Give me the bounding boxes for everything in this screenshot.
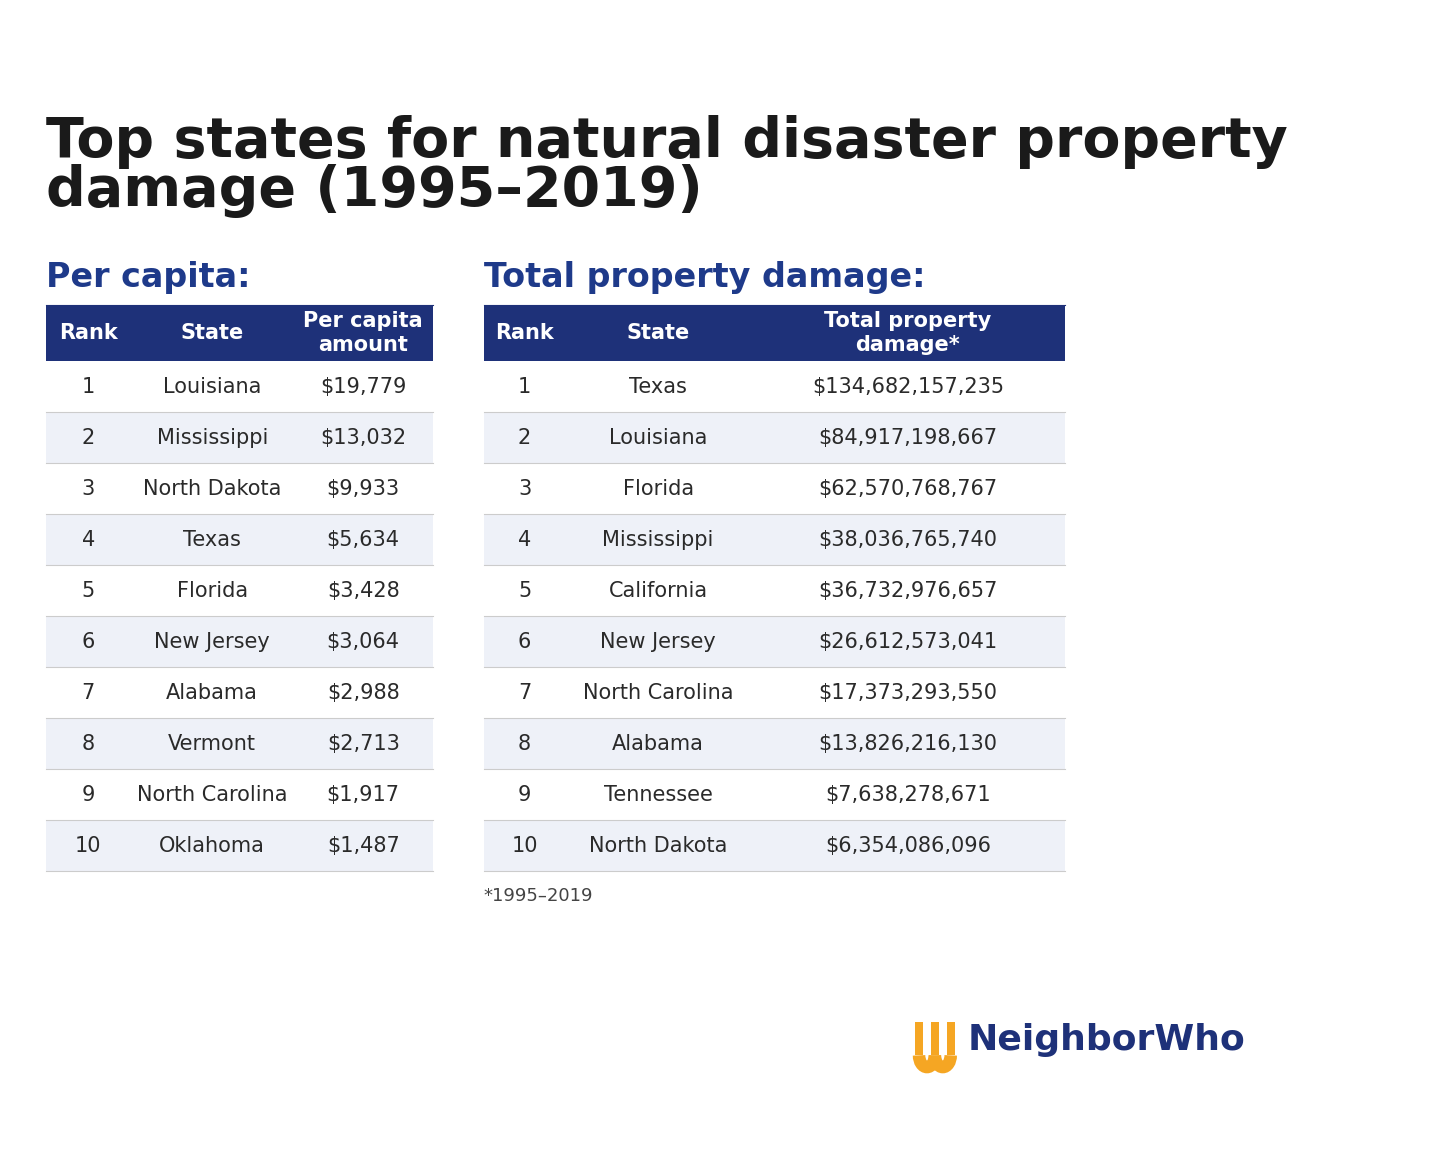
Bar	[46, 515, 432, 565]
Text: Texas: Texas	[629, 377, 686, 396]
Bar	[484, 616, 1064, 668]
Text: New Jersey: New Jersey	[600, 632, 717, 651]
Bar	[946, 1021, 955, 1056]
Text: California: California	[609, 580, 708, 601]
Bar	[484, 361, 1064, 412]
Text: 2: 2	[82, 427, 95, 448]
Text: Per capita
amount: Per capita amount	[303, 311, 424, 355]
Text: 6: 6	[82, 632, 95, 651]
Text: 9: 9	[82, 785, 95, 805]
Bar	[46, 412, 432, 463]
Text: 10: 10	[75, 836, 102, 856]
Bar	[46, 361, 432, 412]
Bar	[46, 668, 432, 718]
Text: Total property
damage*: Total property damage*	[824, 311, 991, 355]
Text: State: State	[181, 323, 244, 342]
Text: damage (1995–2019): damage (1995–2019)	[46, 164, 702, 218]
Text: 5: 5	[518, 580, 531, 601]
Text: 8: 8	[518, 734, 531, 754]
Text: Mississippi: Mississippi	[603, 530, 714, 549]
Text: North Carolina: North Carolina	[136, 785, 287, 805]
Text: North Dakota: North Dakota	[144, 479, 281, 499]
Bar	[46, 565, 432, 616]
Text: $84,917,198,667: $84,917,198,667	[819, 427, 998, 448]
Bar	[484, 718, 1064, 770]
Bar	[46, 718, 432, 770]
Text: 5: 5	[82, 580, 95, 601]
Text: $5,634: $5,634	[327, 530, 399, 549]
Text: $1,917: $1,917	[327, 785, 399, 805]
Text: $6,354,086,096: $6,354,086,096	[824, 836, 991, 856]
Text: Vermont: Vermont	[168, 734, 256, 754]
Text: 6: 6	[518, 632, 531, 651]
Text: $3,064: $3,064	[327, 632, 399, 651]
Text: Rank: Rank	[59, 323, 118, 342]
Bar	[484, 565, 1064, 616]
Text: $17,373,293,550: $17,373,293,550	[819, 683, 998, 703]
Text: *1995–2019: *1995–2019	[484, 887, 593, 905]
Text: 10: 10	[511, 836, 538, 856]
Bar	[484, 304, 1064, 361]
Text: New Jersey: New Jersey	[154, 632, 270, 651]
Text: Louisiana: Louisiana	[164, 377, 261, 396]
Text: NeighborWho: NeighborWho	[968, 1023, 1245, 1057]
Text: $1,487: $1,487	[327, 836, 399, 856]
Text: $2,713: $2,713	[327, 734, 399, 754]
Text: North Carolina: North Carolina	[583, 683, 734, 703]
Text: North Dakota: North Dakota	[589, 836, 728, 856]
Text: Rank: Rank	[495, 323, 554, 342]
Bar	[484, 412, 1064, 463]
Text: Louisiana: Louisiana	[609, 427, 708, 448]
Bar	[46, 820, 432, 871]
Text: Per capita:: Per capita:	[46, 261, 250, 294]
Text: 7: 7	[82, 683, 95, 703]
Text: Oklahoma: Oklahoma	[159, 836, 266, 856]
Bar	[484, 770, 1064, 820]
Text: 8: 8	[82, 734, 95, 754]
Text: Florida: Florida	[177, 580, 248, 601]
Text: $62,570,768,767: $62,570,768,767	[819, 479, 998, 499]
Text: 4: 4	[82, 530, 95, 549]
Text: $36,732,976,657: $36,732,976,657	[819, 580, 998, 601]
Text: Alabama: Alabama	[167, 683, 258, 703]
Text: $134,682,157,235: $134,682,157,235	[811, 377, 1004, 396]
Text: 3: 3	[82, 479, 95, 499]
Text: Florida: Florida	[623, 479, 694, 499]
Bar	[46, 770, 432, 820]
Bar	[46, 304, 432, 361]
Text: $38,036,765,740: $38,036,765,740	[819, 530, 998, 549]
Bar	[915, 1021, 923, 1056]
Text: 3: 3	[518, 479, 531, 499]
Text: Texas: Texas	[184, 530, 241, 549]
Text: 2: 2	[518, 427, 531, 448]
Text: Alabama: Alabama	[612, 734, 704, 754]
Text: 7: 7	[518, 683, 531, 703]
Bar	[484, 515, 1064, 565]
Text: $3,428: $3,428	[327, 580, 399, 601]
Text: 1: 1	[82, 377, 95, 396]
Text: $19,779: $19,779	[320, 377, 406, 396]
Text: State: State	[626, 323, 689, 342]
Text: Total property damage:: Total property damage:	[484, 261, 925, 294]
Text: $13,032: $13,032	[320, 427, 406, 448]
Text: Tennessee: Tennessee	[603, 785, 712, 805]
Text: 4: 4	[518, 530, 531, 549]
Text: $9,933: $9,933	[326, 479, 399, 499]
Bar	[484, 463, 1064, 515]
Text: Mississippi: Mississippi	[157, 427, 269, 448]
Text: $7,638,278,671: $7,638,278,671	[826, 785, 991, 805]
Bar	[46, 616, 432, 668]
Text: 9: 9	[518, 785, 531, 805]
Text: $2,988: $2,988	[327, 683, 399, 703]
Bar	[46, 463, 432, 515]
Text: Top states for natural disaster property: Top states for natural disaster property	[46, 115, 1288, 169]
Text: $26,612,573,041: $26,612,573,041	[819, 632, 998, 651]
Bar	[484, 820, 1064, 871]
Text: 1: 1	[518, 377, 531, 396]
Bar	[484, 668, 1064, 718]
Text: $13,826,216,130: $13,826,216,130	[819, 734, 998, 754]
Bar	[931, 1021, 939, 1056]
